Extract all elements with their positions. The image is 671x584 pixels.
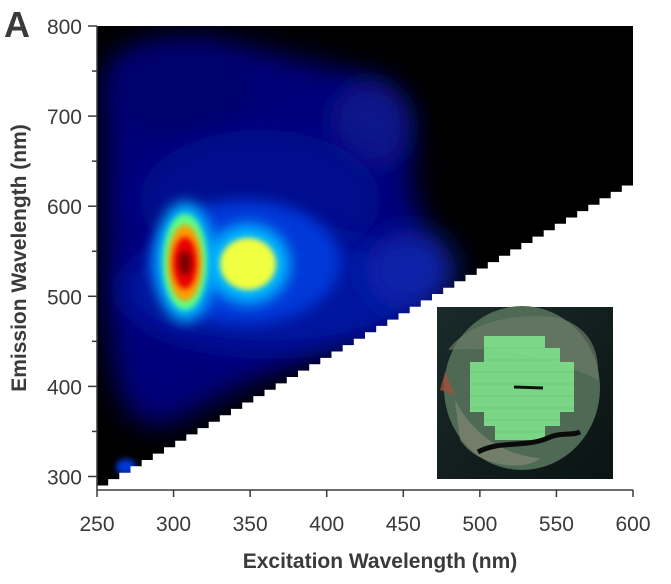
heat-lobe-upper <box>110 45 250 135</box>
x-tick-label: 500 <box>462 513 497 536</box>
y-tick-label: 400 <box>47 376 82 399</box>
x-tick-label: 300 <box>156 513 191 536</box>
y-tick-label: 700 <box>47 106 82 129</box>
y-tick-label: 800 <box>47 16 82 39</box>
heat-lobe-right <box>330 80 410 170</box>
heat-core-a <box>179 251 191 275</box>
inset-photo <box>437 306 613 479</box>
y-tick-label: 300 <box>47 466 82 489</box>
y-tick-label: 600 <box>47 196 82 219</box>
heat-lobe-tail <box>365 230 455 310</box>
x-tick-label: 250 <box>79 513 114 536</box>
y-tick-label: 500 <box>47 286 82 309</box>
x-tick-label: 600 <box>615 513 650 536</box>
panel-label: A <box>4 4 30 45</box>
y-axis-title: Emission Wavelength (nm) <box>8 124 31 392</box>
y-axis: 300 400 500 600 700 800 <box>47 16 97 489</box>
x-tick-label: 400 <box>309 513 344 536</box>
x-axis: 250 300 350 400 450 500 550 600 <box>79 490 651 536</box>
heatmap-layer <box>104 41 455 475</box>
heat-yellow-b <box>220 238 276 290</box>
x-tick-label: 550 <box>539 513 574 536</box>
x-axis-title: Excitation Wavelength (nm) <box>243 550 518 573</box>
x-tick-label: 450 <box>386 513 421 536</box>
x-tick-label: 350 <box>233 513 268 536</box>
